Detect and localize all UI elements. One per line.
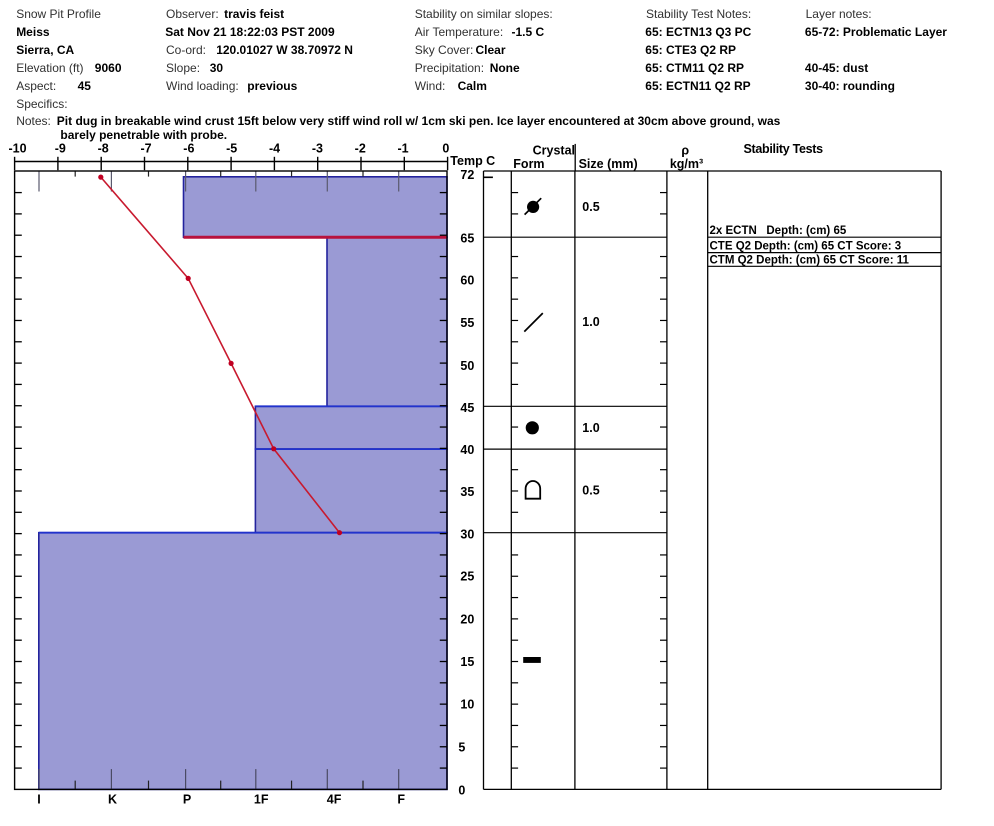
svg-text:ρ: ρ bbox=[681, 144, 689, 158]
svg-text:0.5: 0.5 bbox=[582, 484, 599, 498]
svg-text:40: 40 bbox=[460, 443, 474, 457]
svg-text:-8: -8 bbox=[98, 142, 109, 156]
svg-text:K: K bbox=[108, 793, 117, 807]
svg-text:20: 20 bbox=[460, 612, 474, 626]
svg-text:5: 5 bbox=[458, 741, 465, 755]
svg-text:30: 30 bbox=[460, 527, 474, 541]
svg-text:-3: -3 bbox=[312, 142, 323, 156]
svg-text:72: 72 bbox=[460, 168, 474, 182]
svg-text:Crystal: Crystal bbox=[533, 144, 575, 158]
svg-text:F: F bbox=[397, 793, 405, 807]
svg-text:P: P bbox=[183, 793, 191, 807]
svg-text:2x ECTN Depth: (cm) 65: 2x ECTN Depth: (cm) 65 bbox=[710, 225, 847, 237]
svg-text:55: 55 bbox=[460, 316, 474, 330]
svg-text:1F: 1F bbox=[254, 793, 269, 807]
svg-text:-2: -2 bbox=[355, 142, 366, 156]
svg-text:0.5: 0.5 bbox=[582, 200, 599, 214]
svg-text:1.0: 1.0 bbox=[582, 421, 599, 435]
svg-text:15: 15 bbox=[460, 655, 474, 669]
svg-text:65: 65 bbox=[460, 231, 474, 245]
svg-text:CTM Q2 Depth: (cm) 65 CT Score: CTM Q2 Depth: (cm) 65 CT Score: 11 bbox=[710, 255, 910, 267]
svg-text:Temp C: Temp C bbox=[450, 154, 495, 168]
svg-text:0: 0 bbox=[442, 142, 449, 156]
svg-text:I: I bbox=[37, 793, 40, 807]
svg-text:kg/m³: kg/m³ bbox=[670, 157, 703, 171]
svg-text:-9: -9 bbox=[55, 142, 66, 156]
svg-text:-10: -10 bbox=[8, 142, 26, 156]
svg-text:1.0: 1.0 bbox=[582, 315, 599, 329]
svg-text:0: 0 bbox=[458, 783, 465, 797]
svg-text:60: 60 bbox=[460, 274, 474, 288]
svg-text:-7: -7 bbox=[140, 142, 151, 156]
svg-text:-6: -6 bbox=[183, 142, 194, 156]
svg-text:Stability Tests: Stability Tests bbox=[744, 142, 824, 156]
svg-text:25: 25 bbox=[460, 570, 474, 584]
svg-text:Size (mm): Size (mm) bbox=[579, 157, 638, 171]
svg-text:-5: -5 bbox=[226, 142, 237, 156]
svg-text:45: 45 bbox=[460, 401, 474, 415]
svg-text:CTE Q2 Depth: (cm) 65 CT Score: CTE Q2 Depth: (cm) 65 CT Score: 3 bbox=[710, 241, 902, 253]
svg-text:-1: -1 bbox=[397, 142, 408, 156]
svg-text:10: 10 bbox=[460, 697, 474, 711]
svg-text:4F: 4F bbox=[327, 793, 342, 807]
svg-text:Form: Form bbox=[513, 157, 544, 171]
svg-text:-4: -4 bbox=[269, 142, 280, 156]
svg-text:50: 50 bbox=[460, 359, 474, 373]
svg-text:35: 35 bbox=[460, 485, 474, 499]
